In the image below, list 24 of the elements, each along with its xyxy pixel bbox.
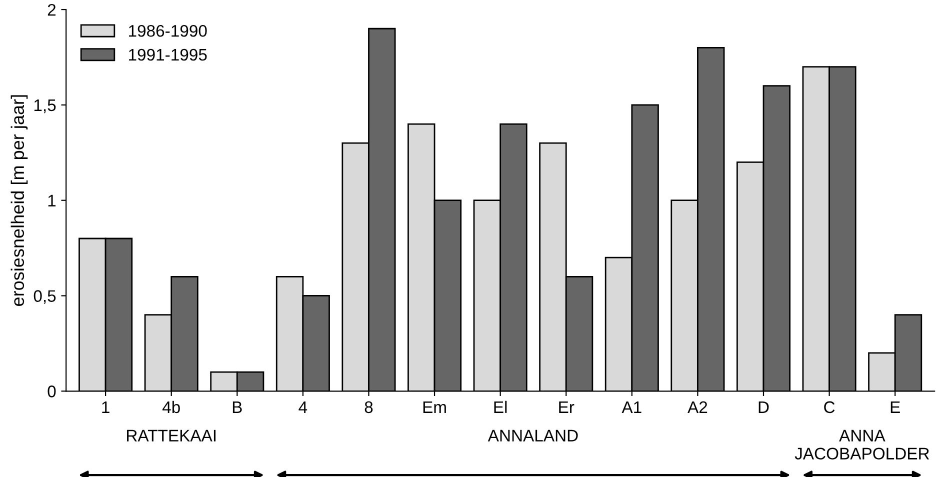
x-tick-label: Em (423, 401, 446, 413)
x-tick-label: 8 (364, 401, 373, 414)
x-tick-label: E (890, 401, 900, 413)
text: ANNA JACOBAPOLDER (794, 430, 930, 460)
x-tick-label: C (824, 401, 835, 414)
x-tick-label: D (758, 401, 769, 413)
y-tick-label: 2 (48, 4, 56, 16)
text: ANNALAND (488, 430, 578, 442)
legend-label: 1991-1995 (129, 48, 207, 61)
x-tick-label: 4b (162, 400, 180, 414)
y-tick-label: 1 (48, 194, 56, 206)
x-tick-label: El (494, 400, 507, 413)
x-tick-label: A1 (622, 401, 642, 413)
x-tick-label: Er (559, 401, 574, 413)
y-axis-title: erosiesnelheid [m per jaar] (10, 95, 28, 306)
y-tick-label: 0,5 (34, 290, 56, 304)
y-tick-label: 1,5 (34, 100, 56, 114)
x-tick-label: 4 (298, 401, 308, 413)
x-tick-label: B (232, 401, 242, 413)
x-tick-label: A2 (688, 401, 708, 413)
y-tick-label: 0 (48, 386, 56, 398)
legend-label: 1986-1990 (129, 24, 207, 37)
x-tick-label: 1 (102, 401, 110, 413)
text: RATTEKAAI (127, 430, 216, 442)
